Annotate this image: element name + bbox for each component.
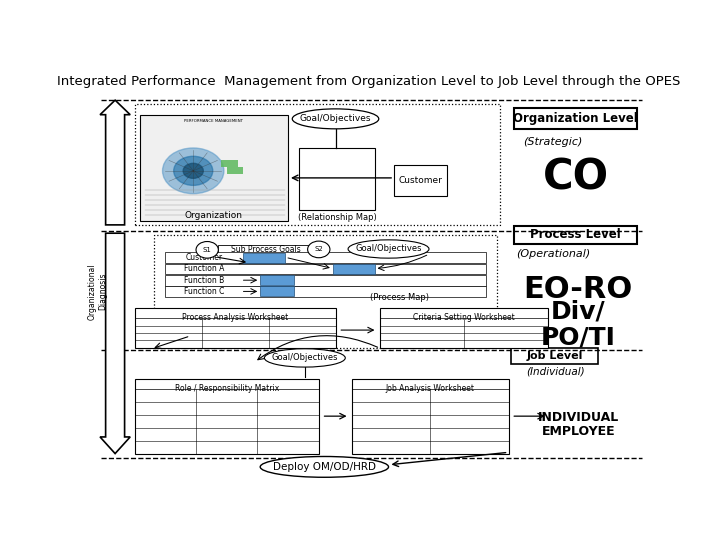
Bar bbox=[166, 275, 486, 286]
Text: Criteria Setting Worksheet: Criteria Setting Worksheet bbox=[413, 313, 515, 322]
Text: Job Analysis Worksheet: Job Analysis Worksheet bbox=[386, 384, 475, 393]
Text: INDIVIDUAL
EMPLOYEE: INDIVIDUAL EMPLOYEE bbox=[538, 411, 619, 438]
Polygon shape bbox=[100, 233, 130, 454]
Text: Function A: Function A bbox=[184, 265, 225, 273]
Circle shape bbox=[183, 163, 203, 178]
FancyBboxPatch shape bbox=[243, 253, 285, 263]
Text: Job Level: Job Level bbox=[526, 352, 583, 361]
Text: Function B: Function B bbox=[184, 276, 225, 285]
Circle shape bbox=[174, 156, 213, 185]
FancyBboxPatch shape bbox=[514, 226, 637, 244]
Text: Goal/Objectives: Goal/Objectives bbox=[300, 114, 372, 123]
Ellipse shape bbox=[260, 456, 389, 477]
Text: Customer: Customer bbox=[398, 176, 442, 185]
Text: Goal/Objectives: Goal/Objectives bbox=[271, 354, 338, 362]
Text: S1: S1 bbox=[203, 247, 212, 253]
Circle shape bbox=[196, 241, 218, 258]
FancyBboxPatch shape bbox=[135, 379, 319, 454]
Text: CO: CO bbox=[542, 156, 608, 198]
Text: (Relationship Map): (Relationship Map) bbox=[298, 213, 377, 222]
Text: Role / Responsibility Matrix: Role / Responsibility Matrix bbox=[174, 384, 279, 393]
FancyBboxPatch shape bbox=[514, 109, 637, 129]
FancyBboxPatch shape bbox=[352, 379, 508, 454]
Text: Div/
PO/TI: Div/ PO/TI bbox=[541, 300, 616, 349]
Text: (Operational): (Operational) bbox=[516, 249, 590, 259]
Text: Goal/Objectives: Goal/Objectives bbox=[355, 245, 422, 253]
Text: (Process Map): (Process Map) bbox=[370, 293, 429, 302]
Ellipse shape bbox=[348, 240, 429, 258]
FancyBboxPatch shape bbox=[135, 308, 336, 348]
FancyBboxPatch shape bbox=[333, 264, 374, 274]
Text: (Individual): (Individual) bbox=[526, 367, 585, 377]
FancyBboxPatch shape bbox=[260, 286, 294, 296]
Text: S2: S2 bbox=[315, 246, 323, 252]
FancyBboxPatch shape bbox=[218, 245, 313, 255]
FancyBboxPatch shape bbox=[511, 348, 598, 364]
Bar bbox=[221, 160, 238, 167]
Text: Process Analysis Worksheet: Process Analysis Worksheet bbox=[182, 313, 288, 322]
Text: Organization Level: Organization Level bbox=[513, 112, 638, 125]
Circle shape bbox=[163, 148, 224, 194]
Ellipse shape bbox=[264, 349, 346, 367]
Text: Deploy OM/OD/HRD: Deploy OM/OD/HRD bbox=[273, 462, 376, 472]
Ellipse shape bbox=[292, 109, 379, 129]
FancyBboxPatch shape bbox=[300, 148, 374, 210]
Bar bbox=[166, 286, 486, 297]
Polygon shape bbox=[100, 100, 130, 225]
Text: PERFORMANCE MANAGEMENT: PERFORMANCE MANAGEMENT bbox=[184, 119, 243, 123]
Text: Sub Process Goals: Sub Process Goals bbox=[231, 245, 301, 254]
FancyBboxPatch shape bbox=[260, 275, 294, 285]
FancyBboxPatch shape bbox=[140, 114, 288, 221]
Bar bbox=[166, 264, 486, 274]
Text: Integrated Performance  Management from Organization Level to Job Level through : Integrated Performance Management from O… bbox=[58, 75, 680, 88]
FancyBboxPatch shape bbox=[380, 308, 548, 348]
FancyBboxPatch shape bbox=[394, 165, 447, 196]
Bar bbox=[227, 167, 243, 174]
Text: (Strategic): (Strategic) bbox=[523, 137, 582, 147]
Text: Function C: Function C bbox=[184, 287, 225, 296]
Text: EO-RO: EO-RO bbox=[523, 275, 633, 304]
Circle shape bbox=[307, 241, 330, 258]
Text: Organization: Organization bbox=[185, 211, 243, 220]
Text: Organizational
Diagnosis: Organizational Diagnosis bbox=[87, 263, 107, 320]
Text: Process Level: Process Level bbox=[530, 228, 621, 241]
Text: Customer: Customer bbox=[186, 253, 223, 262]
Bar bbox=[166, 252, 486, 263]
